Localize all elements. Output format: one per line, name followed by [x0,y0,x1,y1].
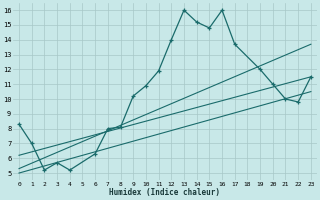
X-axis label: Humidex (Indice chaleur): Humidex (Indice chaleur) [109,188,220,197]
